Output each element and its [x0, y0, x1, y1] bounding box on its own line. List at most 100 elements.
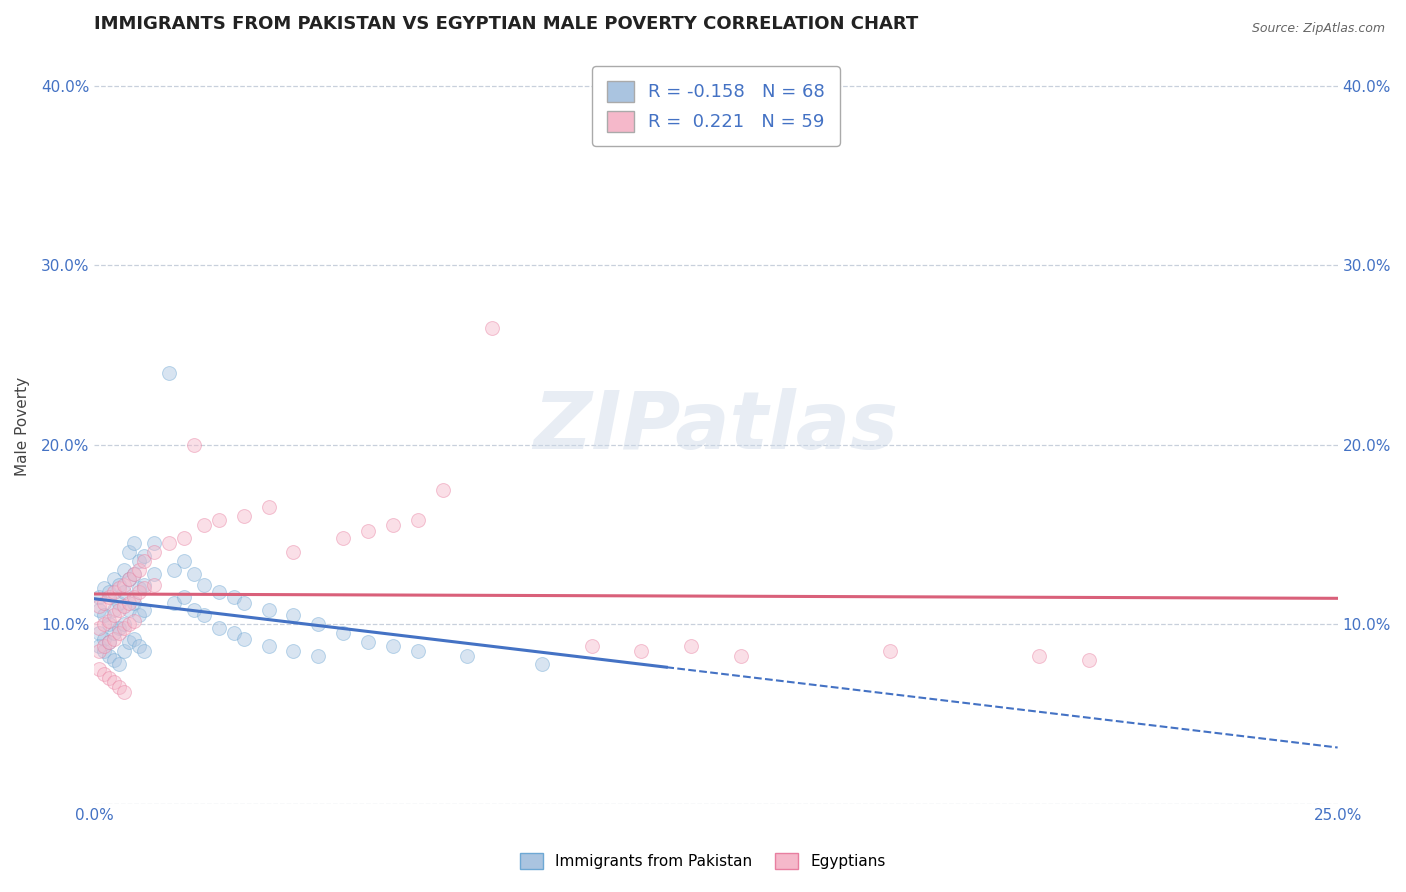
- Point: [118, 596, 141, 610]
- Point: [122, 566, 145, 581]
- Point: [112, 599, 135, 614]
- Point: [98, 614, 121, 628]
- Point: [89, 621, 111, 635]
- Point: [122, 591, 145, 605]
- Point: [143, 577, 166, 591]
- Point: [108, 596, 131, 610]
- Point: [134, 549, 156, 563]
- Point: [93, 596, 115, 610]
- Point: [208, 513, 231, 527]
- Point: [93, 617, 115, 632]
- Point: [879, 644, 901, 658]
- Legend: R = -0.158   N = 68, R =  0.221   N = 59: R = -0.158 N = 68, R = 0.221 N = 59: [592, 66, 839, 146]
- Point: [183, 438, 205, 452]
- Point: [193, 608, 215, 623]
- Point: [157, 366, 180, 380]
- Point: [357, 635, 380, 649]
- Point: [122, 614, 145, 628]
- Point: [134, 577, 156, 591]
- Point: [173, 591, 195, 605]
- Point: [122, 566, 145, 581]
- Point: [1078, 653, 1101, 667]
- Point: [108, 577, 131, 591]
- Point: [173, 531, 195, 545]
- Point: [134, 554, 156, 568]
- Point: [143, 566, 166, 581]
- Point: [283, 545, 305, 559]
- Point: [112, 617, 135, 632]
- Point: [108, 626, 131, 640]
- Point: [307, 649, 329, 664]
- Point: [232, 509, 254, 524]
- Point: [481, 321, 503, 335]
- Point: [432, 483, 454, 497]
- Point: [163, 596, 186, 610]
- Point: [112, 577, 135, 591]
- Point: [112, 621, 135, 635]
- Point: [730, 649, 752, 664]
- Text: Source: ZipAtlas.com: Source: ZipAtlas.com: [1251, 22, 1385, 36]
- Point: [630, 644, 652, 658]
- Point: [222, 626, 245, 640]
- Point: [98, 591, 121, 605]
- Point: [118, 617, 141, 632]
- Point: [406, 513, 429, 527]
- Point: [103, 632, 125, 646]
- Point: [112, 563, 135, 577]
- Text: ZIPatlas: ZIPatlas: [533, 388, 898, 466]
- Point: [103, 584, 125, 599]
- Point: [118, 545, 141, 559]
- Point: [112, 685, 135, 699]
- Point: [103, 608, 125, 623]
- Point: [98, 649, 121, 664]
- Point: [456, 649, 478, 664]
- Point: [89, 599, 111, 614]
- Point: [128, 554, 150, 568]
- Text: IMMIGRANTS FROM PAKISTAN VS EGYPTIAN MALE POVERTY CORRELATION CHART: IMMIGRANTS FROM PAKISTAN VS EGYPTIAN MAL…: [94, 15, 918, 33]
- Point: [1028, 649, 1050, 664]
- Point: [681, 639, 703, 653]
- Point: [173, 554, 195, 568]
- Point: [103, 603, 125, 617]
- Point: [283, 608, 305, 623]
- Point: [108, 621, 131, 635]
- Point: [257, 639, 280, 653]
- Point: [89, 591, 111, 605]
- Point: [193, 577, 215, 591]
- Point: [89, 662, 111, 676]
- Point: [118, 635, 141, 649]
- Point: [108, 657, 131, 671]
- Point: [357, 524, 380, 538]
- Point: [128, 584, 150, 599]
- Point: [89, 644, 111, 658]
- Point: [232, 632, 254, 646]
- Point: [93, 644, 115, 658]
- Point: [98, 584, 121, 599]
- Point: [257, 603, 280, 617]
- Point: [93, 608, 115, 623]
- Point: [530, 657, 553, 671]
- Point: [108, 603, 131, 617]
- Point: [103, 626, 125, 640]
- Point: [98, 671, 121, 685]
- Point: [208, 621, 231, 635]
- Point: [406, 644, 429, 658]
- Legend: Immigrants from Pakistan, Egyptians: Immigrants from Pakistan, Egyptians: [515, 847, 891, 875]
- Point: [89, 603, 111, 617]
- Point: [134, 603, 156, 617]
- Point: [103, 653, 125, 667]
- Y-axis label: Male Poverty: Male Poverty: [15, 377, 30, 476]
- Point: [118, 603, 141, 617]
- Point: [134, 644, 156, 658]
- Point: [332, 626, 354, 640]
- Point: [183, 566, 205, 581]
- Point: [93, 632, 115, 646]
- Point: [93, 581, 115, 595]
- Point: [112, 584, 135, 599]
- Point: [257, 500, 280, 515]
- Point: [122, 632, 145, 646]
- Point: [93, 667, 115, 681]
- Point: [183, 603, 205, 617]
- Point: [128, 608, 150, 623]
- Point: [108, 581, 131, 595]
